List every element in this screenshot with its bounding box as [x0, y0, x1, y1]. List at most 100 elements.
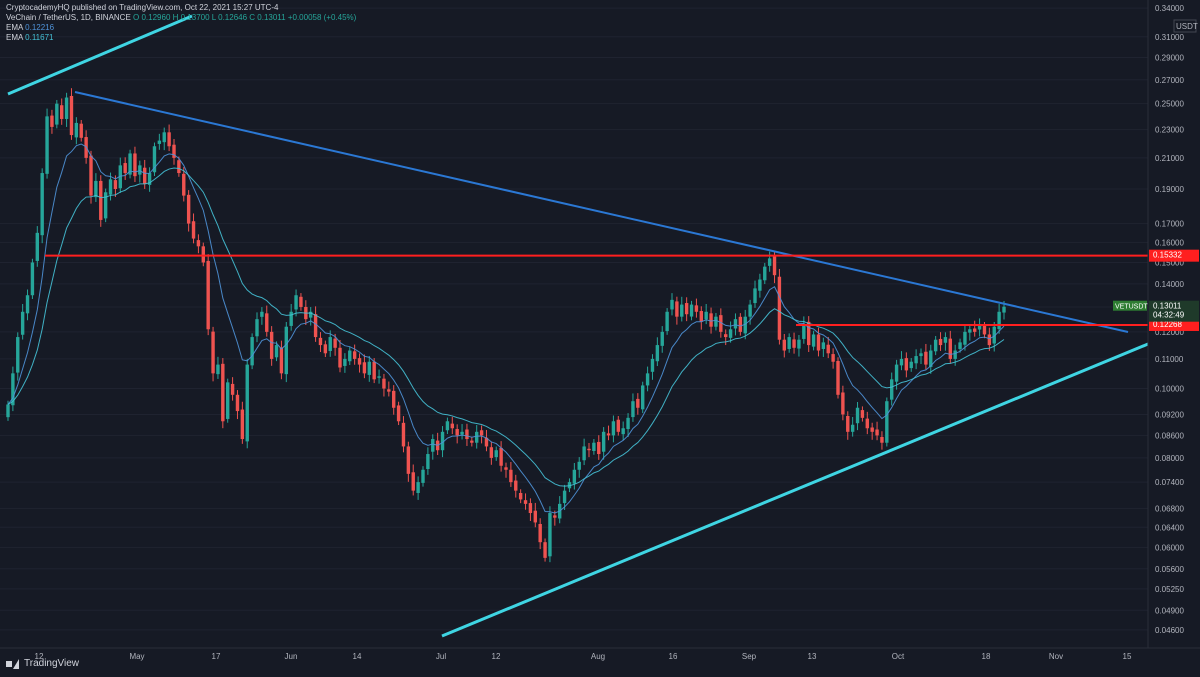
- candle-body: [982, 325, 987, 335]
- candle: [694, 298, 699, 318]
- candle: [411, 464, 415, 496]
- candle: [396, 401, 401, 426]
- candle: [182, 167, 186, 202]
- candle-body: [689, 304, 694, 317]
- candle-body: [826, 344, 830, 354]
- candle-body: [943, 337, 948, 343]
- candle-body: [177, 160, 181, 174]
- price-tick-label: 0.08000: [1155, 454, 1184, 463]
- level-label-upper-text: 0.15332: [1153, 251, 1182, 260]
- candle: [904, 352, 909, 378]
- candle: [587, 443, 591, 458]
- candle-body: [162, 132, 166, 143]
- price-tick-label: 0.21000: [1155, 154, 1184, 163]
- candle: [352, 344, 357, 365]
- candle: [406, 441, 411, 482]
- candle: [997, 304, 1001, 334]
- candle-body: [191, 221, 196, 239]
- price-tick-label: 0.06000: [1155, 543, 1184, 552]
- candle: [299, 293, 303, 311]
- candle: [592, 439, 596, 455]
- candle: [475, 425, 479, 449]
- time-tick-label: 18: [982, 652, 991, 661]
- uptrend-support-line[interactable]: [441, 342, 1149, 638]
- candle-body: [196, 240, 201, 247]
- currency-unit-label: USDT: [1176, 22, 1198, 31]
- candle-body: [367, 361, 371, 375]
- time-axis[interactable]: 12 May 17 Jun 14 Jul 12 Aug 16 Sep 13 Oct 18 Nov 15: [0, 647, 1200, 677]
- candle-body: [289, 311, 293, 326]
- candle-body: [411, 472, 415, 491]
- price-tick-label: 0.06400: [1155, 523, 1184, 532]
- candle: [909, 358, 913, 372]
- candle: [186, 190, 191, 232]
- candle: [255, 312, 259, 343]
- candle-body: [855, 407, 860, 424]
- candle: [865, 411, 869, 435]
- candle-body: [103, 192, 108, 219]
- candle-body: [455, 429, 459, 436]
- candle-body: [567, 482, 572, 489]
- upper-uptrend-line[interactable]: [7, 14, 193, 96]
- candle: [919, 348, 923, 365]
- candle: [963, 325, 967, 351]
- candle-body: [20, 311, 25, 335]
- candle-body: [587, 448, 591, 451]
- symbol-title[interactable]: VeChain / TetherUS, 1D, BINANCE: [6, 13, 131, 22]
- candle: [64, 92, 69, 127]
- candle-body: [782, 339, 786, 351]
- candle: [470, 436, 474, 447]
- candle: [20, 304, 25, 340]
- candle: [987, 327, 992, 351]
- candle-body: [362, 362, 367, 374]
- candle: [890, 372, 894, 406]
- level-label-upper-bg: [1149, 249, 1199, 262]
- candle: [274, 341, 279, 362]
- candle: [318, 332, 323, 352]
- candle: [543, 538, 547, 562]
- candle-body: [475, 431, 479, 443]
- candle-body: [201, 246, 205, 263]
- chart-grid: [0, 7, 1148, 631]
- candle: [294, 289, 298, 317]
- price-tick-label: 0.09200: [1155, 410, 1184, 419]
- ema-slow-row[interactable]: EMA 0.11671: [6, 33, 356, 43]
- candle-body: [416, 482, 420, 493]
- candle-body: [846, 416, 850, 432]
- candle-body: [489, 447, 494, 458]
- time-tick-label: 15: [1123, 652, 1132, 661]
- tradingview-logo[interactable]: TradingView: [6, 658, 79, 669]
- ema-fast-row[interactable]: EMA 0.12216: [6, 23, 356, 33]
- candle-body: [309, 311, 313, 318]
- trendline-drawings[interactable]: [7, 14, 1149, 638]
- candle: [499, 441, 503, 472]
- candle: [753, 280, 757, 308]
- candle: [841, 385, 845, 421]
- downtrend-resistance-line[interactable]: [74, 91, 1129, 333]
- candle-body: [787, 337, 791, 349]
- candle: [382, 373, 386, 397]
- candle-body: [660, 331, 664, 346]
- candle: [309, 307, 313, 326]
- candle-body: [626, 417, 630, 430]
- candle: [509, 461, 513, 487]
- candle: [665, 308, 669, 335]
- candle-body: [421, 469, 425, 483]
- candle-body: [684, 303, 689, 315]
- candle: [50, 109, 54, 134]
- price-tick-label: 0.05250: [1155, 585, 1184, 594]
- candle: [670, 293, 674, 316]
- candle-body: [709, 313, 713, 327]
- candle: [279, 340, 284, 380]
- candle-body: [333, 338, 337, 348]
- candle-body: [343, 358, 347, 366]
- candle: [728, 321, 733, 343]
- candle-body: [753, 288, 757, 304]
- candle: [465, 423, 469, 446]
- candle: [128, 149, 132, 179]
- candle: [143, 159, 147, 189]
- currency-unit-badge[interactable]: [1173, 19, 1197, 33]
- candle-body: [562, 490, 567, 504]
- candle-body: [147, 173, 152, 185]
